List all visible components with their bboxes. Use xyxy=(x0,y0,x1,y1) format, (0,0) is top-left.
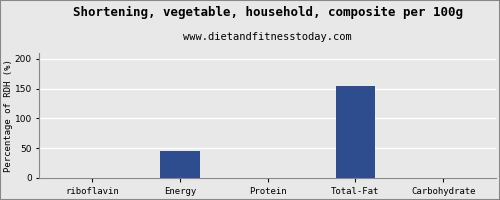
Text: Shortening, vegetable, household, composite per 100g: Shortening, vegetable, household, compos… xyxy=(72,6,462,19)
Bar xyxy=(336,86,375,178)
Bar xyxy=(160,151,200,178)
Text: www.dietandfitnesstoday.com: www.dietandfitnesstoday.com xyxy=(184,32,352,42)
Y-axis label: Percentage of RDH (%): Percentage of RDH (%) xyxy=(4,59,13,172)
